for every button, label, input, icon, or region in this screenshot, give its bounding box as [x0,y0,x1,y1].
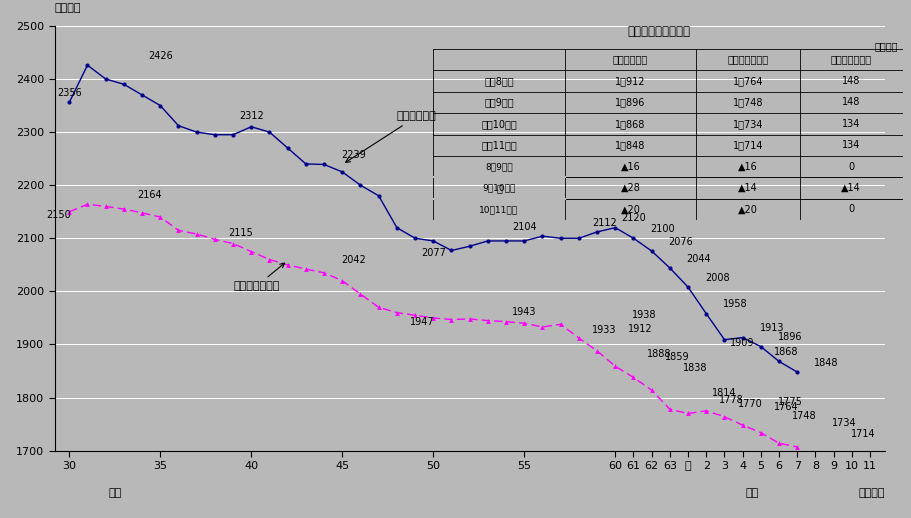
Text: ▲16: ▲16 [737,162,757,171]
Text: 1814: 1814 [711,388,736,398]
Text: 2042: 2042 [341,255,365,265]
Text: 1943: 1943 [511,307,536,318]
Text: 1，764: 1，764 [732,76,763,86]
Text: 2112: 2112 [591,218,616,227]
Text: ▲14: ▲14 [737,183,757,193]
Text: 平戈9年度: 平戈9年度 [484,97,513,107]
Text: 1896: 1896 [777,333,802,342]
Text: 8～9年度: 8～9年度 [485,162,512,171]
Text: 2044: 2044 [686,254,711,264]
Text: （年度）: （年度） [857,488,884,498]
Text: 平成10年度: 平成10年度 [481,119,517,129]
Text: 1770: 1770 [737,399,762,409]
Text: 差: 差 [496,183,501,193]
Text: 134: 134 [841,119,859,129]
Text: 1868: 1868 [773,347,798,357]
Text: ▲28: ▲28 [619,183,640,193]
Text: 1734: 1734 [832,419,856,428]
Text: 平成11年度: 平成11年度 [481,140,517,150]
Text: 1909: 1909 [730,338,754,348]
Text: 2164: 2164 [137,190,161,200]
Text: 0: 0 [847,162,854,171]
Text: 134: 134 [841,140,859,150]
Text: 1859: 1859 [664,352,689,362]
Text: 1，748: 1，748 [732,97,763,107]
Text: ▲20: ▲20 [737,205,757,214]
Text: 1775: 1775 [777,397,802,407]
Text: 148: 148 [841,97,859,107]
Text: 1958: 1958 [722,299,747,309]
Text: 1，734: 1，734 [732,119,763,129]
Text: 2150: 2150 [46,210,71,220]
Text: 総実労働時間: 総実労働時間 [345,111,436,162]
Text: ▲14: ▲14 [841,183,860,193]
Text: 1913: 1913 [759,323,783,333]
Text: 1，896: 1，896 [615,97,645,107]
Text: 1，848: 1，848 [615,140,645,150]
Text: 2100: 2100 [650,224,674,234]
Text: 2115: 2115 [228,228,252,238]
Text: 2312: 2312 [239,111,263,121]
Text: 2104: 2104 [511,222,536,232]
Text: 10～11年度: 10～11年度 [479,205,518,214]
Text: 1938: 1938 [631,310,656,320]
Text: 2356: 2356 [56,88,82,98]
Text: 1，868: 1，868 [615,119,645,129]
Text: 1764: 1764 [773,402,798,412]
Text: 2076: 2076 [668,237,692,247]
Text: 1，714: 1，714 [732,140,763,150]
Text: 2077: 2077 [420,249,445,258]
Text: 1748: 1748 [792,411,816,421]
Text: 148: 148 [841,76,859,86]
Text: 1778: 1778 [719,395,743,405]
Text: 9～10年度: 9～10年度 [482,183,515,193]
Text: ▲20: ▲20 [619,205,640,214]
Text: 所定内労働時間: 所定内労働時間 [233,263,284,291]
Text: 総実労働時間: 総実労働時間 [612,54,648,65]
Text: 1714: 1714 [850,429,875,439]
Text: 2120: 2120 [620,213,645,223]
Text: ▲16: ▲16 [619,162,640,171]
Text: 平戈8年度: 平戈8年度 [484,76,513,86]
Text: 1947: 1947 [410,318,435,327]
Text: 昭和: 昭和 [108,488,121,498]
Text: 1933: 1933 [591,325,616,335]
Text: 1888: 1888 [646,349,670,359]
Text: 0: 0 [847,205,854,214]
Text: 所定外労働時間: 所定外労働時間 [830,54,871,65]
Text: 平成: 平成 [744,488,758,498]
Text: 2426: 2426 [148,51,172,61]
Text: 1848: 1848 [814,358,838,368]
Text: 1912: 1912 [628,324,652,334]
Text: （時間）: （時間） [874,41,897,51]
Text: 所定内労働時間: 所定内労働時間 [727,54,768,65]
Text: 1838: 1838 [682,363,707,373]
Text: 2239: 2239 [341,150,365,160]
Text: 1，912: 1，912 [615,76,645,86]
Text: （時間）: （時間） [55,3,81,13]
Text: 2008: 2008 [704,273,729,283]
Text: 労働時間の変化状況: 労働時間の変化状況 [627,25,690,38]
